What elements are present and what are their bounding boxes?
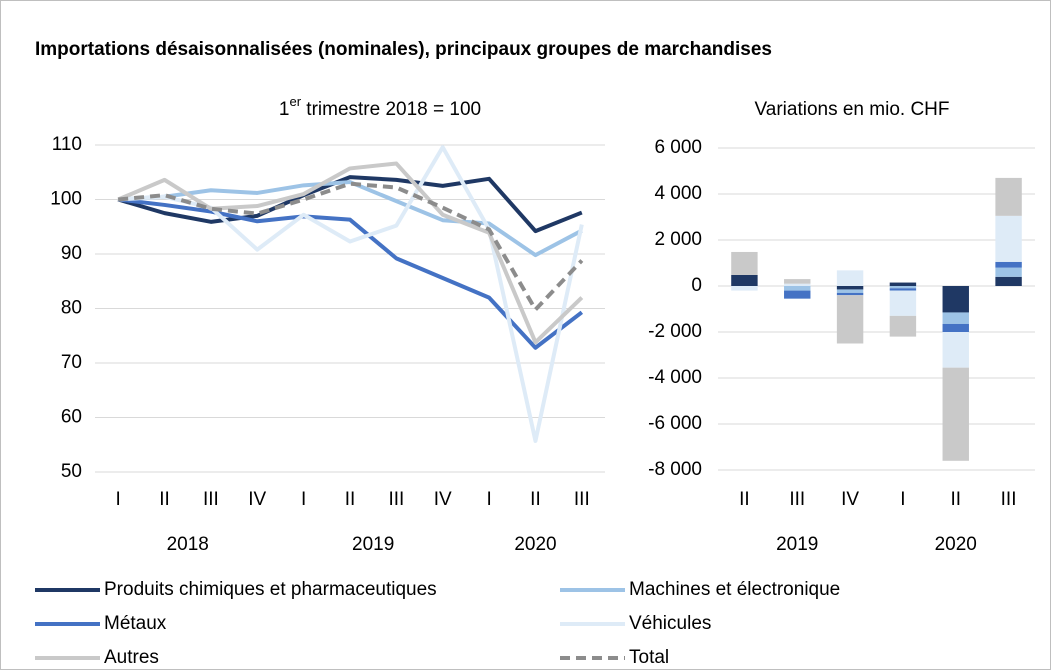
y-tick-label: 90 <box>61 243 82 264</box>
bar-segment <box>995 267 1022 277</box>
bar-segment <box>995 177 1022 216</box>
x-group-label: 2019 <box>352 534 394 555</box>
bar-segment <box>889 315 917 337</box>
legend-label: Véhicules <box>629 613 711 634</box>
bar-segment <box>784 279 811 284</box>
bar-segment <box>995 215 1022 262</box>
bar-segment <box>942 312 969 324</box>
y-tick-label: -4 000 <box>648 367 702 388</box>
subtitle-part: trimestre 2018 = 100 <box>301 99 481 120</box>
bar-segment <box>836 292 864 296</box>
y-tick-label: 4 000 <box>654 183 702 204</box>
line-series <box>117 197 584 350</box>
bar-segment <box>731 286 758 291</box>
x-tick-label: III <box>574 489 590 510</box>
line-series <box>118 180 583 258</box>
x-tick-label: II <box>530 489 541 510</box>
chart-title: Importations désaisonnalisées (nominales… <box>35 39 772 60</box>
y-tick-label: 70 <box>61 352 82 373</box>
x-tick-label: III <box>203 489 219 510</box>
x-tick-label: II <box>345 489 356 510</box>
bar-segment <box>836 295 864 344</box>
y-tick-label: 0 <box>691 275 702 296</box>
bar-segment <box>784 290 811 299</box>
y-tick-label: -6 000 <box>648 413 702 434</box>
x-group-label: 2019 <box>776 534 818 555</box>
bar-segment <box>836 270 864 286</box>
x-tick-label: I <box>486 489 491 510</box>
y-tick-label: 100 <box>50 189 82 210</box>
bar-segment <box>942 332 969 368</box>
bar-segment <box>889 282 917 286</box>
legend-label: Autres <box>104 647 159 668</box>
y-tick-label: -8 000 <box>648 459 702 480</box>
x-tick-label: I <box>116 489 121 510</box>
y-tick-label: 110 <box>52 134 82 155</box>
x-group-label: 2018 <box>167 534 209 555</box>
x-tick-label: III <box>1001 489 1017 510</box>
line-series <box>117 175 583 234</box>
x-tick-label: II <box>159 489 170 510</box>
legend-label: Machines et électronique <box>629 579 840 600</box>
x-tick-label: IV <box>248 489 266 510</box>
line-series <box>118 145 584 443</box>
x-tick-label: II <box>739 489 750 510</box>
bar-segment <box>731 251 758 275</box>
legend-label: Métaux <box>104 613 167 634</box>
bar-segment <box>784 283 811 286</box>
chart-subtitle: 1er trimestre 2018 = 100 <box>279 94 481 120</box>
bar-segment <box>942 286 969 313</box>
x-tick-label: IV <box>434 489 452 510</box>
x-tick-label: I <box>900 489 905 510</box>
subtitle-part: 1 <box>279 99 290 120</box>
subtitle-sup: er <box>289 94 301 109</box>
bar-segment <box>836 289 864 293</box>
x-tick-label: III <box>789 489 805 510</box>
x-group-label: 2020 <box>935 534 977 555</box>
y-tick-label: 60 <box>61 407 82 428</box>
bar-segment <box>731 274 758 286</box>
y-tick-label: -2 000 <box>648 321 702 342</box>
bar-segment <box>995 276 1022 286</box>
x-tick-label: III <box>388 489 404 510</box>
x-tick-label: I <box>301 489 306 510</box>
x-group-label: 2020 <box>514 534 556 555</box>
y-tick-label: 2 000 <box>654 229 702 250</box>
bar-segment <box>889 290 917 316</box>
bar-segment <box>889 286 917 289</box>
y-tick-label: 50 <box>61 461 82 482</box>
line-series <box>117 181 584 312</box>
bar-segment <box>995 261 1022 268</box>
x-tick-label: IV <box>841 489 859 510</box>
x-tick-label: II <box>950 489 961 510</box>
y-tick-label: 6 000 <box>654 137 702 158</box>
chart-subtitle: Variations en mio. CHF <box>755 99 950 120</box>
y-tick-label: 80 <box>61 298 82 319</box>
legend-label: Total <box>629 647 669 668</box>
bar-segment <box>942 367 969 461</box>
bar-segment <box>942 323 969 332</box>
bar-segment <box>836 286 864 290</box>
line-series <box>117 161 584 345</box>
bar-segment <box>784 286 811 291</box>
bar-segment <box>889 288 917 291</box>
legend-label: Produits chimiques et pharmaceutiques <box>104 579 437 600</box>
